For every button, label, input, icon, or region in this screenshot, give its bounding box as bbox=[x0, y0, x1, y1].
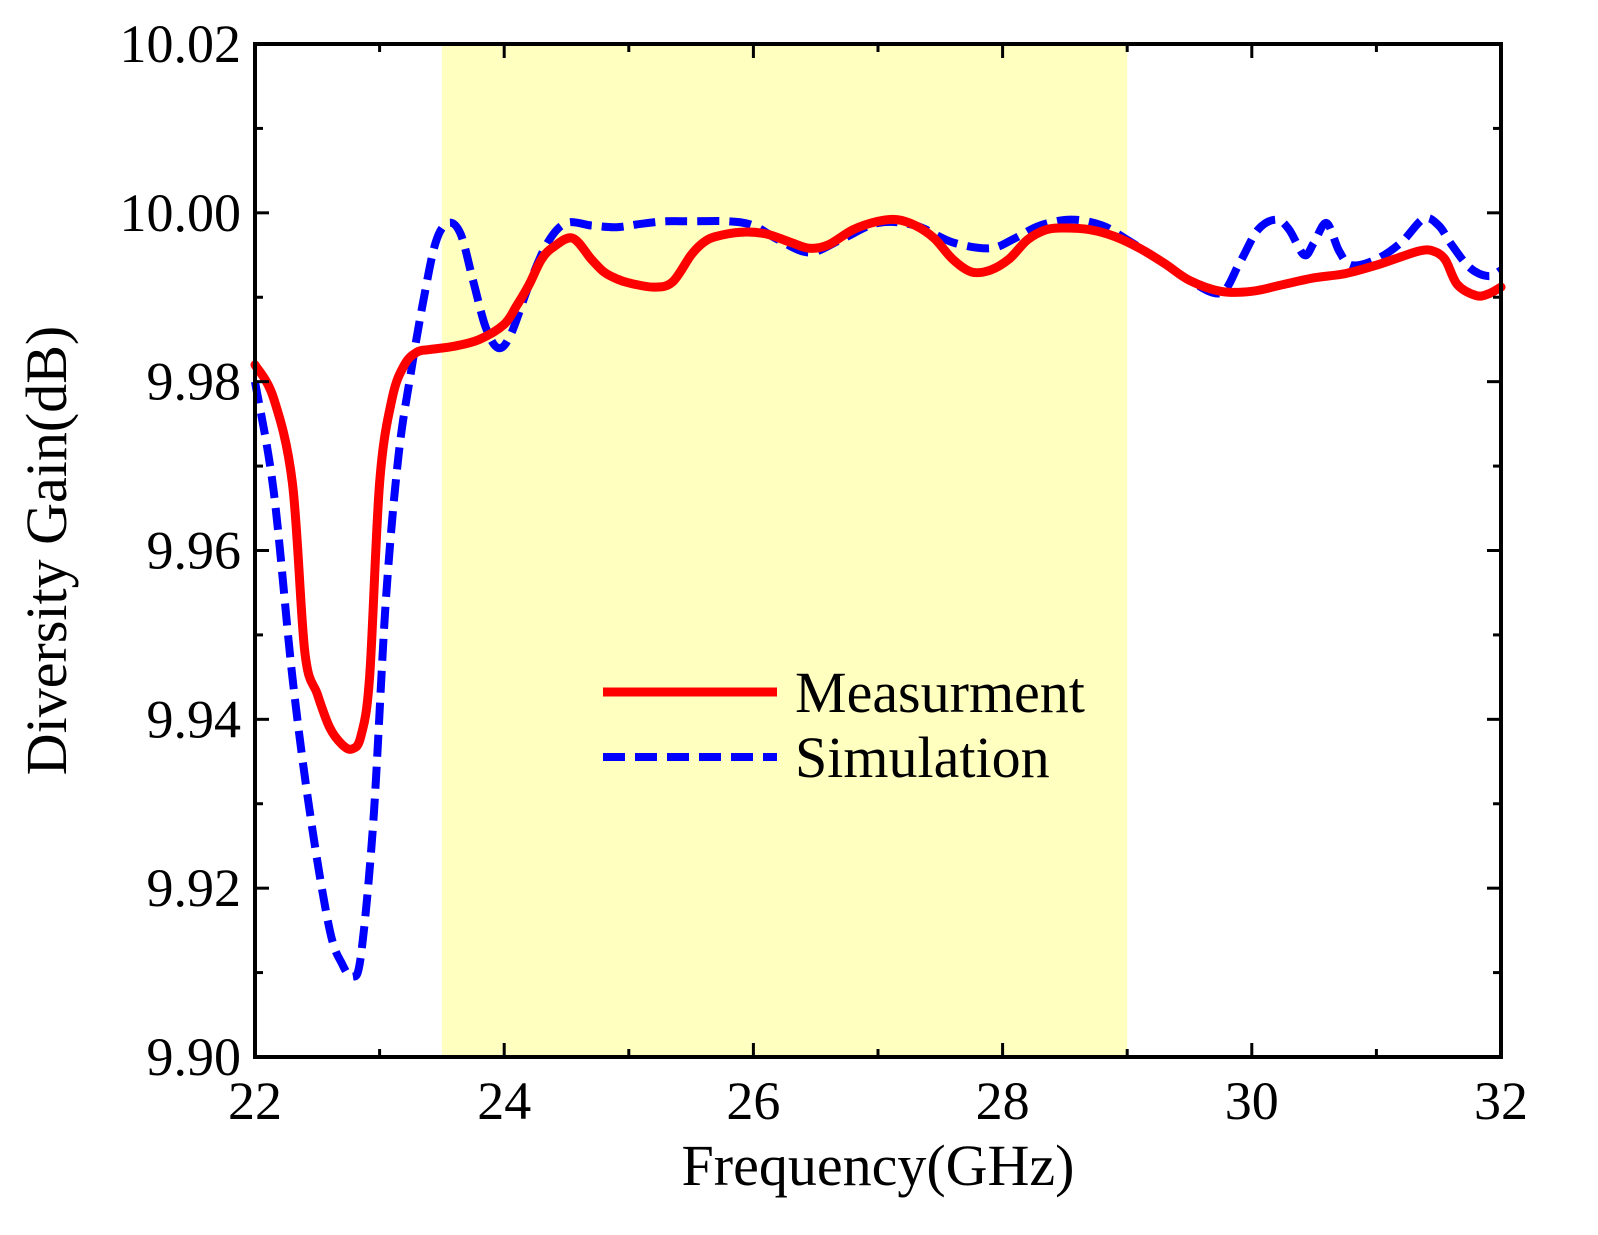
x-tick-label: 28 bbox=[976, 1071, 1030, 1131]
x-tick-label: 22 bbox=[228, 1071, 282, 1131]
x-tick-label: 30 bbox=[1225, 1071, 1279, 1131]
x-tick-label: 32 bbox=[1474, 1071, 1528, 1131]
legend: Measurment Simulation bbox=[603, 660, 1085, 790]
y-tick-label: 10.00 bbox=[120, 183, 242, 243]
legend-label-simulation: Simulation bbox=[795, 725, 1050, 790]
y-tick-label: 9.92 bbox=[147, 858, 242, 918]
x-tick-label: 24 bbox=[477, 1071, 531, 1131]
series-line-measurment bbox=[250, 214, 1506, 754]
highlight-band bbox=[441, 44, 1128, 1057]
series-line-simulation bbox=[251, 213, 1504, 981]
y-tick-label: 9.90 bbox=[147, 1027, 242, 1087]
x-tick-label: 26 bbox=[726, 1071, 780, 1131]
ticks-layer: 22 24 26 28 30 32 9.90 9.92 9.94 9.96 9.98 10.00 10.… bbox=[120, 14, 1529, 1131]
series-layer bbox=[250, 213, 1506, 981]
x-axis-title: Frequency(GHz) bbox=[682, 1133, 1075, 1198]
y-tick-label: 10.02 bbox=[120, 14, 242, 74]
y-tick-label: 9.96 bbox=[147, 521, 242, 581]
y-tick-label: 9.94 bbox=[147, 689, 242, 749]
y-axis-title: Diversity Gain(dB) bbox=[14, 326, 79, 775]
legend-label-measurment: Measurment bbox=[795, 660, 1085, 725]
y-tick-label: 9.98 bbox=[147, 352, 242, 412]
